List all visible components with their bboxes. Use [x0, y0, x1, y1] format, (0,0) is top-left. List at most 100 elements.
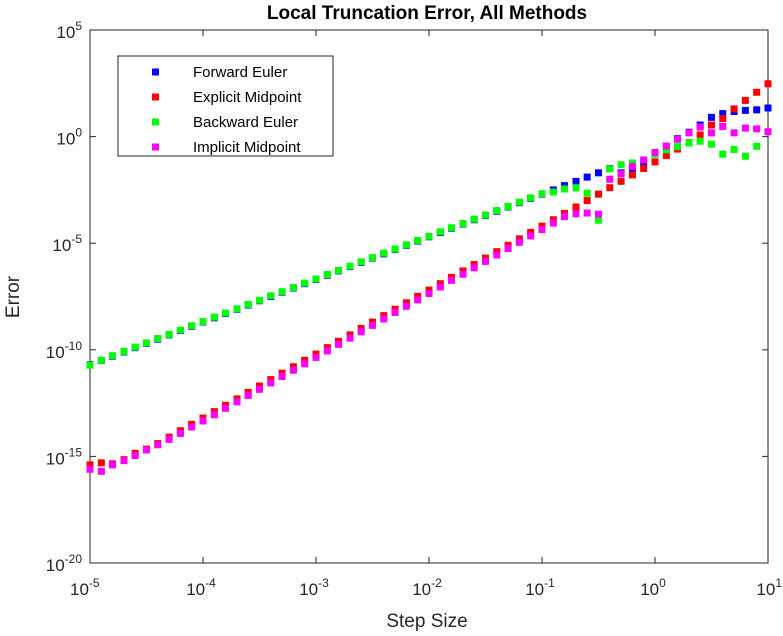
data-point-forward-euler [583, 173, 591, 181]
x-tick-label-base: 10 [70, 580, 89, 599]
data-point-implicit-midpoint [86, 465, 94, 473]
legend-marker-forward-euler [152, 68, 159, 76]
y-tick-label-exponent: -15 [65, 445, 83, 459]
data-point-backward-euler [346, 262, 354, 270]
data-point-implicit-midpoint [606, 175, 614, 183]
legend-marker-explicit-midpoint [152, 93, 159, 101]
legend: Forward Euler Explicit Midpoint Backward E… [117, 55, 334, 157]
data-point-implicit-midpoint [481, 257, 489, 265]
data-point-backward-euler [527, 194, 535, 202]
data-point-explicit-midpoint [719, 115, 727, 123]
y-tick-label-base: 10 [56, 130, 75, 149]
x-tick-label-base: 10 [525, 580, 544, 599]
data-point-explicit-midpoint [651, 158, 659, 166]
data-point-implicit-midpoint [493, 251, 501, 259]
data-point-implicit-midpoint [617, 170, 625, 178]
data-point-explicit-midpoint [606, 184, 614, 192]
data-point-backward-euler [199, 318, 207, 326]
data-point-implicit-midpoint [368, 321, 376, 329]
y-tick-label: 10-20 [46, 552, 83, 575]
legend-label-forward-euler: Forward Euler [193, 64, 287, 81]
data-point-backward-euler [560, 185, 568, 193]
data-point-implicit-midpoint [459, 270, 467, 278]
data-point-backward-euler [188, 322, 196, 330]
data-point-implicit-midpoint [696, 123, 704, 131]
x-tick-label-exponent: -4 [205, 576, 216, 590]
data-point-implicit-midpoint [538, 225, 546, 233]
x-tick-label-base: 10 [412, 580, 431, 599]
data-point-backward-euler [289, 283, 297, 291]
data-point-implicit-midpoint [380, 315, 388, 323]
data-point-backward-euler [142, 339, 150, 347]
x-axis: 10-5 10-4 10-3 10-2 10-1 100 101 [70, 30, 782, 599]
data-point-implicit-midpoint [289, 366, 297, 374]
data-point-implicit-midpoint [142, 446, 150, 454]
data-point-implicit-midpoint [244, 391, 252, 399]
data-point-forward-euler [764, 104, 772, 112]
data-point-backward-euler [696, 137, 704, 145]
y-tick-label-exponent: -5 [71, 232, 82, 246]
data-point-backward-euler [583, 189, 591, 197]
y-tick-label: 10-5 [52, 232, 82, 255]
data-point-implicit-midpoint [730, 129, 738, 137]
data-point-backward-euler [165, 330, 173, 338]
chart-title: Local Truncation Error, All Methods [267, 3, 587, 24]
data-point-implicit-midpoint [357, 328, 365, 336]
data-point-implicit-midpoint [719, 122, 727, 130]
data-point-explicit-midpoint [583, 197, 591, 205]
data-point-explicit-midpoint [86, 461, 94, 469]
data-point-backward-euler [368, 254, 376, 262]
data-point-backward-euler [86, 361, 94, 369]
series-backward-euler [86, 137, 761, 369]
data-point-backward-euler [481, 211, 489, 219]
data-point-implicit-midpoint [108, 461, 116, 469]
data-point-explicit-midpoint [97, 459, 105, 467]
data-point-implicit-midpoint [199, 417, 207, 425]
data-point-forward-euler [753, 106, 761, 114]
data-point-backward-euler [470, 215, 478, 223]
data-point-implicit-midpoint [753, 125, 761, 133]
data-point-implicit-midpoint [188, 423, 196, 431]
data-point-backward-euler [414, 236, 422, 244]
data-point-explicit-midpoint [696, 131, 704, 139]
data-point-implicit-midpoint [312, 353, 320, 361]
data-point-backward-euler [380, 249, 388, 257]
data-point-implicit-midpoint [594, 210, 602, 218]
data-point-backward-euler [244, 300, 252, 308]
x-tick-label: 10-2 [412, 576, 442, 599]
data-point-backward-euler [120, 347, 128, 355]
data-point-explicit-midpoint [741, 96, 749, 104]
data-point-backward-euler [459, 219, 467, 227]
legend-marker-implicit-midpoint [152, 143, 159, 151]
x-tick-label: 10-3 [299, 576, 329, 599]
data-point-implicit-midpoint [402, 302, 410, 310]
data-point-backward-euler [176, 326, 184, 334]
data-point-explicit-midpoint [764, 80, 772, 88]
data-point-implicit-midpoint [549, 219, 557, 227]
data-point-implicit-midpoint [583, 209, 591, 217]
data-point-implicit-midpoint [346, 334, 354, 342]
data-point-backward-euler [741, 152, 749, 160]
x-tick-label-exponent: -5 [89, 576, 100, 590]
data-point-backward-euler [685, 139, 693, 147]
data-point-implicit-midpoint [662, 142, 670, 150]
data-point-forward-euler [707, 113, 715, 121]
data-point-forward-euler [741, 106, 749, 114]
data-point-implicit-midpoint [221, 404, 229, 412]
data-point-explicit-midpoint [730, 105, 738, 113]
data-point-explicit-midpoint [707, 121, 715, 129]
data-point-backward-euler [753, 142, 761, 150]
data-point-implicit-midpoint [685, 129, 693, 137]
data-point-forward-euler [719, 110, 727, 118]
y-tick-label-base: 10 [46, 556, 65, 575]
data-point-implicit-midpoint [628, 162, 636, 170]
data-point-explicit-midpoint [640, 164, 648, 172]
data-point-backward-euler [617, 161, 625, 169]
data-point-implicit-midpoint [323, 347, 331, 355]
data-point-implicit-midpoint [651, 148, 659, 156]
data-point-implicit-midpoint [131, 452, 139, 460]
data-point-implicit-midpoint [97, 467, 105, 475]
data-point-explicit-midpoint [617, 177, 625, 185]
